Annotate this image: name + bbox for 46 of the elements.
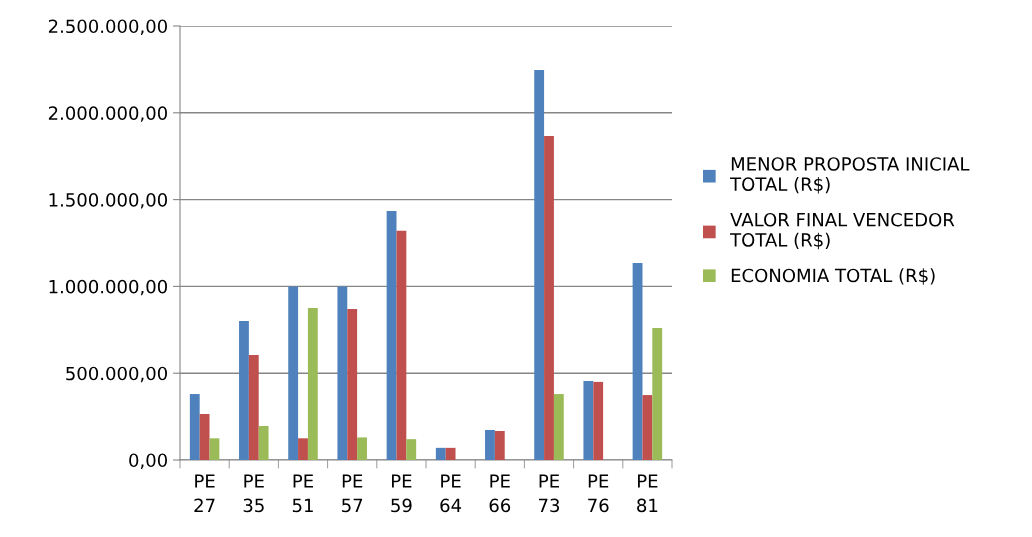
bar: [642, 395, 653, 460]
bar: [307, 308, 318, 460]
x-tick-label: PE 51: [292, 474, 313, 513]
legend-label: ECONOMIA TOTAL (R$): [731, 268, 935, 285]
bar: [386, 210, 397, 460]
bar: [445, 447, 456, 460]
bar: [435, 447, 446, 460]
x-tick-label: PE 66: [489, 474, 511, 513]
bar: [544, 136, 554, 460]
bar: [406, 439, 417, 460]
bar: [593, 381, 604, 460]
y-tick-label: 1.000.000,00: [49, 279, 167, 296]
y-tick-label: 1.500.000,00: [49, 193, 167, 209]
bar: [357, 437, 367, 460]
bar: [396, 230, 407, 460]
x-tick-label: PE 27: [194, 474, 215, 512]
bar: [485, 429, 495, 460]
bar: [248, 354, 259, 460]
x-tick-label: PE 73: [538, 474, 560, 513]
y-tick-label: 0,00: [129, 453, 167, 469]
bar: [239, 321, 249, 460]
bar: [258, 425, 269, 460]
bar: [652, 328, 663, 460]
bar: [632, 262, 643, 460]
y-tick-label: 2.000.000,00: [48, 106, 167, 122]
x-tick-label: PE 35: [243, 474, 264, 513]
bar: [553, 394, 564, 460]
bar: [209, 438, 220, 460]
bar: [189, 394, 200, 460]
bar: [298, 438, 308, 460]
x-tick-label: PE 64: [440, 474, 462, 513]
x-tick-label: PE 59: [391, 474, 412, 513]
legend-label: VALOR FINAL VENCEDOR TOTAL (R$): [730, 212, 955, 250]
bar: [288, 286, 299, 460]
x-tick-label: PE 57: [342, 474, 363, 513]
y-tick-label: 500.000,00: [66, 366, 167, 383]
bar: [583, 381, 594, 460]
bar: [494, 431, 505, 460]
x-tick-label: PE 76: [588, 474, 609, 513]
y-tick-label: 2.500.000,00: [48, 19, 167, 35]
bar: [337, 286, 348, 460]
x-tick-label: PE 81: [637, 474, 658, 513]
legend-label: MENOR PROPOSTA INICIAL TOTAL (R$): [730, 157, 970, 194]
bar: [347, 308, 358, 460]
bar: [534, 69, 545, 460]
bar: [199, 414, 210, 460]
